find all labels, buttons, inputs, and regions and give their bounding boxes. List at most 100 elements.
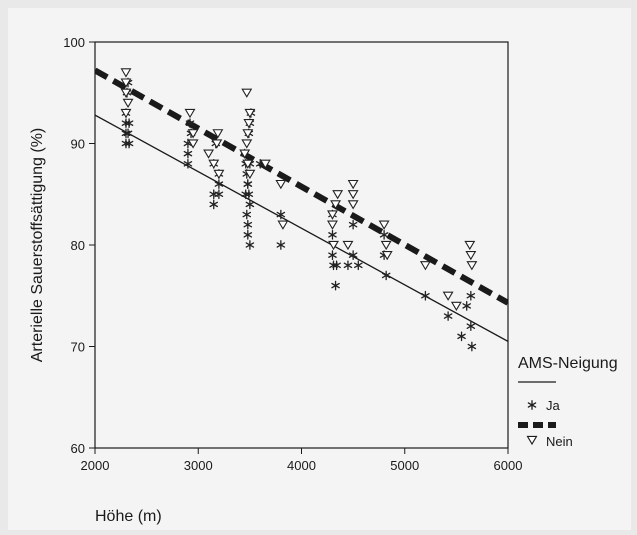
data-point-ja <box>124 118 134 129</box>
data-point-ja <box>242 209 252 220</box>
legend-ja-asterisk <box>527 400 537 410</box>
data-point-nein <box>120 68 132 78</box>
data-point-ja-stroke <box>462 303 471 309</box>
y-tick-label: 70 <box>71 340 85 355</box>
data-point-ja <box>121 118 131 129</box>
data-point-nein <box>241 139 253 149</box>
data-point-ja <box>381 270 391 281</box>
data-point-nein <box>242 129 254 139</box>
x-tick-label: 6000 <box>494 458 523 473</box>
data-point-ja <box>329 260 338 271</box>
data-point-ja-stroke <box>185 120 195 126</box>
data-point-ja <box>243 229 253 240</box>
data-point-ja <box>244 189 254 200</box>
data-point-ja <box>328 229 337 240</box>
data-point-nein <box>212 129 224 139</box>
data-point-ja <box>243 179 253 189</box>
data-point-ja <box>354 260 363 271</box>
data-point-nein <box>275 179 287 190</box>
data-point-nein <box>184 108 196 119</box>
data-point-nein <box>347 200 359 210</box>
data-point-ja-stroke <box>329 262 338 269</box>
figure-panel <box>8 8 631 530</box>
legend-title: AMS-Neigung <box>518 355 618 372</box>
data-point-ja-stroke <box>255 161 265 167</box>
data-point-nein <box>187 129 199 139</box>
data-point-ja-stroke <box>443 313 453 319</box>
legend-nein-label: Nein <box>546 434 573 449</box>
data-point-ja <box>276 240 286 250</box>
data-point-ja <box>421 290 430 301</box>
legend: AMS-Neigung Ja Nein <box>518 355 618 449</box>
legend-nein-triangle <box>526 435 538 446</box>
data-point-nein <box>347 190 359 200</box>
legend-ja-label: Ja <box>546 398 561 413</box>
data-point-ja <box>467 341 477 352</box>
data-point-nein <box>378 220 390 230</box>
data-point-nein <box>442 291 454 301</box>
data-point-ja <box>348 250 358 261</box>
data-point-nein <box>419 261 431 271</box>
series-nein <box>120 68 478 312</box>
x-tick-label: 2000 <box>81 458 110 473</box>
fit-line-nein <box>95 67 508 306</box>
data-point-ja-stroke <box>243 221 253 228</box>
data-point-ja <box>443 311 453 321</box>
data-point-nein <box>465 251 477 261</box>
data-point-nein <box>208 159 220 169</box>
data-point-nein <box>330 200 342 210</box>
data-point-nein <box>277 220 289 230</box>
data-point-ja-stroke <box>214 191 224 198</box>
x-tick-label: 4000 <box>287 458 316 473</box>
data-point-ja <box>124 138 134 149</box>
data-point-nein <box>239 149 251 159</box>
data-point-ja-stroke <box>276 242 286 248</box>
data-point-ja-stroke <box>331 282 340 289</box>
data-point-ja-stroke <box>183 161 193 167</box>
data-point-nein <box>120 88 132 98</box>
data-point-nein <box>342 240 354 251</box>
data-point-ja-stroke <box>466 292 476 299</box>
data-point-nein <box>381 251 393 261</box>
data-point-ja-stroke <box>124 140 134 147</box>
data-point-ja <box>348 219 358 230</box>
data-point-nein <box>466 261 478 271</box>
data-point-ja-stroke <box>209 201 219 208</box>
data-point-ja-stroke <box>332 262 341 269</box>
data-point-ja-stroke <box>242 211 252 218</box>
data-point-nein <box>120 78 132 88</box>
data-point-nein <box>187 139 199 149</box>
data-point-nein <box>213 169 225 180</box>
data-point-ja-stroke <box>348 221 358 228</box>
data-point-ja-stroke <box>381 272 391 279</box>
data-point-nein <box>122 98 134 109</box>
data-point-ja <box>331 280 340 291</box>
data-point-ja-stroke <box>245 201 255 208</box>
data-point-nein <box>332 190 344 200</box>
y-tick-label: 80 <box>71 238 85 253</box>
data-point-nein <box>242 159 254 169</box>
y-axis-label: Arterielle Sauerstoffsättigung (%) <box>29 128 46 362</box>
data-point-ja <box>328 250 337 261</box>
data-point-ja-stroke <box>243 232 253 238</box>
data-point-ja <box>466 290 476 301</box>
data-point-nein <box>120 108 132 119</box>
data-point-nein <box>347 179 359 190</box>
data-point-ja-stroke <box>457 333 466 340</box>
x-tick-label: 3000 <box>184 458 213 473</box>
data-point-nein <box>380 240 392 251</box>
data-point-ja <box>183 148 193 159</box>
data-point-ja <box>343 260 353 271</box>
data-point-ja <box>209 199 219 210</box>
legend-ja-marker <box>527 400 537 410</box>
data-point-ja-stroke <box>354 262 363 269</box>
data-point-ja-stroke <box>183 140 193 147</box>
data-point-nein <box>241 88 253 98</box>
data-point-nein <box>203 149 215 159</box>
data-point-ja-stroke <box>466 323 476 329</box>
data-point-nein <box>328 240 339 251</box>
data-point-ja <box>245 240 255 250</box>
data-point-ja-stroke <box>124 120 134 126</box>
legend-ja-asterisk-stroke <box>527 402 537 408</box>
